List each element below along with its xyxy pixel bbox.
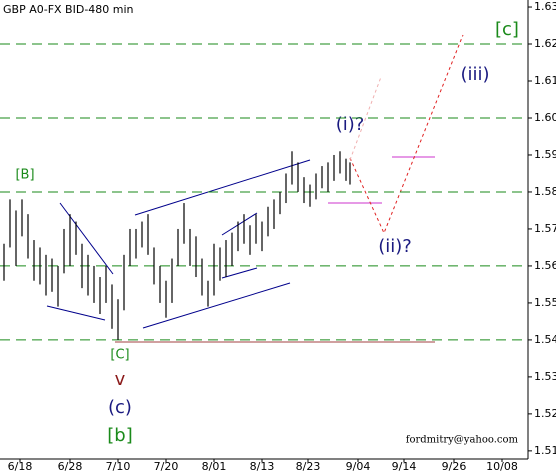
x-tick-label: 9/14: [392, 460, 417, 472]
x-tick-label: 6/18: [8, 460, 33, 472]
x-tick-label: 6/28: [58, 460, 83, 472]
wave-label: v: [115, 369, 126, 390]
x-tick-label: 9/26: [442, 460, 467, 472]
wave-label: [b]: [107, 425, 132, 446]
wave-label: [c]: [495, 19, 519, 40]
credit: fordmitry@yahoo.com: [406, 435, 519, 446]
y-tick-label: 1.53: [534, 370, 556, 383]
y-tick-label: 1.60: [534, 111, 556, 124]
wave-label: (c): [108, 397, 132, 418]
trend-line: [221, 267, 258, 279]
x-tick-label: 10/08: [486, 460, 518, 472]
x-tick-label: 9/04: [346, 460, 371, 472]
chart-title: GBP A0-FX BID-480 min: [3, 3, 134, 16]
x-tick-label: 7/10: [106, 460, 131, 472]
trend-line: [46, 305, 106, 321]
y-tick-label: 1.52: [534, 407, 556, 420]
y-tick-label: 1.56: [534, 259, 556, 272]
y-tick-label: 1.63: [534, 0, 556, 13]
analysis-lines: [46, 34, 464, 343]
y-tick-label: 1.54: [534, 333, 556, 346]
y-tick-label: 1.55: [534, 296, 556, 309]
wave-label: (iii): [460, 64, 489, 85]
trend-line: [134, 159, 311, 216]
wave-label: (ii)?: [378, 236, 412, 257]
x-tick-label: 7/20: [154, 460, 179, 472]
x-tick-label: 8/13: [250, 460, 275, 472]
wave-label: [B]: [15, 168, 34, 183]
projection: [349, 76, 382, 161]
y-tick-label: 1.58: [534, 185, 556, 198]
y-tick-label: 1.59: [534, 148, 556, 161]
y-tick-label: 1.62: [534, 37, 556, 50]
trend-line: [221, 212, 258, 236]
wave-label: (i)?: [336, 114, 365, 135]
trend-line: [59, 202, 114, 275]
trend-line: [142, 282, 291, 329]
wave-label: [C]: [110, 348, 129, 363]
x-tick-label: 8/01: [202, 460, 227, 472]
y-tick-label: 1.61: [534, 74, 556, 87]
y-tick-label: 1.51: [534, 444, 556, 457]
y-tick-label: 1.57: [534, 222, 556, 235]
x-tick-label: 8/23: [296, 460, 321, 472]
projection: [349, 34, 464, 235]
